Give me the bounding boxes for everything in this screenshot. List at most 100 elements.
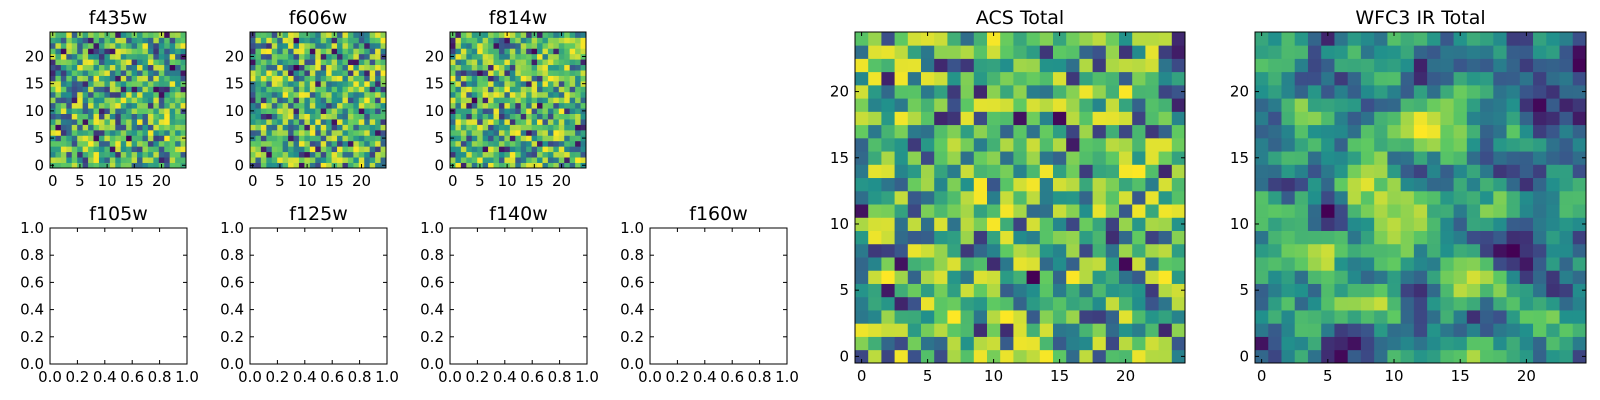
heatmap-cell [309, 162, 316, 169]
heatmap-cell [1105, 190, 1120, 205]
heatmap-cell [293, 113, 300, 120]
heatmap-cell [1360, 124, 1375, 139]
heatmap-cell [60, 53, 67, 60]
heatmap-cell [1453, 310, 1468, 324]
heatmap-cell [1171, 336, 1186, 351]
heatmap-cell [266, 108, 273, 114]
heatmap-cell [1546, 283, 1560, 298]
heatmap-cell [460, 119, 467, 125]
heatmap-cell [520, 129, 527, 136]
heatmap-cell [482, 129, 489, 136]
heatmap-cell [131, 108, 138, 114]
heatmap-cell [520, 157, 527, 163]
heatmap-cell [1255, 349, 1269, 364]
heatmap-cell [82, 129, 89, 136]
heatmap-cell [1079, 257, 1093, 271]
heatmap-cell [293, 135, 300, 142]
heatmap-cell [1053, 270, 1067, 284]
heatmap-cell [1387, 71, 1402, 86]
x-tick-label: 1.0 [375, 368, 399, 386]
heatmap-cell [1281, 349, 1296, 364]
heatmap-cell [153, 91, 160, 98]
heatmap-cell [1334, 164, 1349, 179]
heatmap-cell [1374, 71, 1388, 86]
heatmap-cell [1440, 190, 1454, 205]
heatmap-cell [1533, 58, 1547, 73]
heatmap-cell [298, 59, 305, 66]
heatmap-cell [1026, 204, 1041, 218]
heatmap-cell [947, 32, 961, 46]
heatmap-cell [855, 323, 869, 337]
heatmap-cell [1119, 71, 1133, 86]
heatmap-cell [282, 113, 289, 120]
heatmap-cell [353, 151, 360, 158]
heatmap-cell [375, 135, 381, 142]
y-tick-label: 0 [1239, 347, 1249, 365]
heatmap-cell [104, 59, 111, 66]
heatmap-cell [1158, 270, 1173, 284]
x-tick-label: 10 [298, 172, 317, 190]
heatmap-cell [353, 113, 360, 120]
heatmap-cell [868, 151, 882, 165]
heatmap-cell [460, 42, 467, 49]
heatmap-cell [137, 102, 143, 109]
heatmap-cell [1493, 58, 1507, 73]
heatmap-cell [1066, 151, 1080, 165]
heatmap-cell [1440, 98, 1454, 112]
heatmap-cell [304, 59, 311, 66]
heatmap-cell [1092, 257, 1107, 271]
heatmap-cell [55, 119, 62, 125]
heatmap-cell [88, 48, 94, 55]
heatmap-cell [1480, 283, 1494, 298]
heatmap-cell [1427, 336, 1441, 351]
heatmap-cell [1171, 230, 1186, 245]
heatmap-cell [1026, 111, 1041, 126]
heatmap-cell [1493, 137, 1507, 152]
heatmap-cell [1294, 283, 1309, 298]
heatmap-cell [337, 119, 343, 125]
heatmap-cell [553, 70, 560, 76]
heatmap-cell [553, 108, 560, 114]
heatmap-cell [1493, 270, 1507, 284]
heatmap-cell [960, 32, 975, 46]
heatmap-cell [575, 129, 581, 136]
heatmap-cell [1387, 137, 1402, 152]
heatmap-cell [277, 64, 284, 71]
heatmap-cell [255, 37, 262, 44]
heatmap-cell [1255, 151, 1269, 165]
heatmap-cell [537, 48, 543, 55]
heatmap-cell [1013, 323, 1027, 337]
heatmap-cell [1039, 323, 1054, 337]
heatmap-cell [1132, 230, 1146, 245]
heatmap-cell [973, 230, 988, 245]
heatmap-cell [1281, 84, 1296, 99]
heatmap-cell [88, 129, 94, 136]
heatmap-cell [1066, 32, 1080, 46]
heatmap-cell [553, 97, 560, 104]
heatmap-cell [1132, 204, 1146, 218]
heatmap-cell [547, 119, 554, 125]
heatmap-cell [375, 108, 381, 114]
heatmap-cell [147, 86, 154, 93]
heatmap-cell [358, 146, 365, 153]
heatmap-cell [1294, 323, 1309, 337]
heatmap-cell [531, 124, 538, 131]
heatmap-cell [331, 48, 338, 55]
heatmap-cell [293, 37, 300, 44]
heatmap-cell [1559, 204, 1574, 218]
heatmap-cell [309, 151, 316, 158]
heatmap-cell [542, 48, 549, 55]
heatmap-cell [471, 124, 478, 131]
heatmap-cell [364, 53, 371, 60]
heatmap-cell [66, 64, 73, 71]
heatmap-cell [531, 80, 538, 87]
heatmap-cell [493, 53, 500, 60]
heatmap-cell [347, 124, 354, 131]
heatmap-cell [277, 108, 284, 114]
heatmap-cell [987, 217, 1001, 231]
heatmap-cell [1079, 84, 1093, 99]
heatmap-cell [1546, 98, 1560, 112]
heatmap-cell [558, 129, 565, 136]
heatmap-cell [298, 48, 305, 55]
heatmap-cell [342, 64, 349, 71]
